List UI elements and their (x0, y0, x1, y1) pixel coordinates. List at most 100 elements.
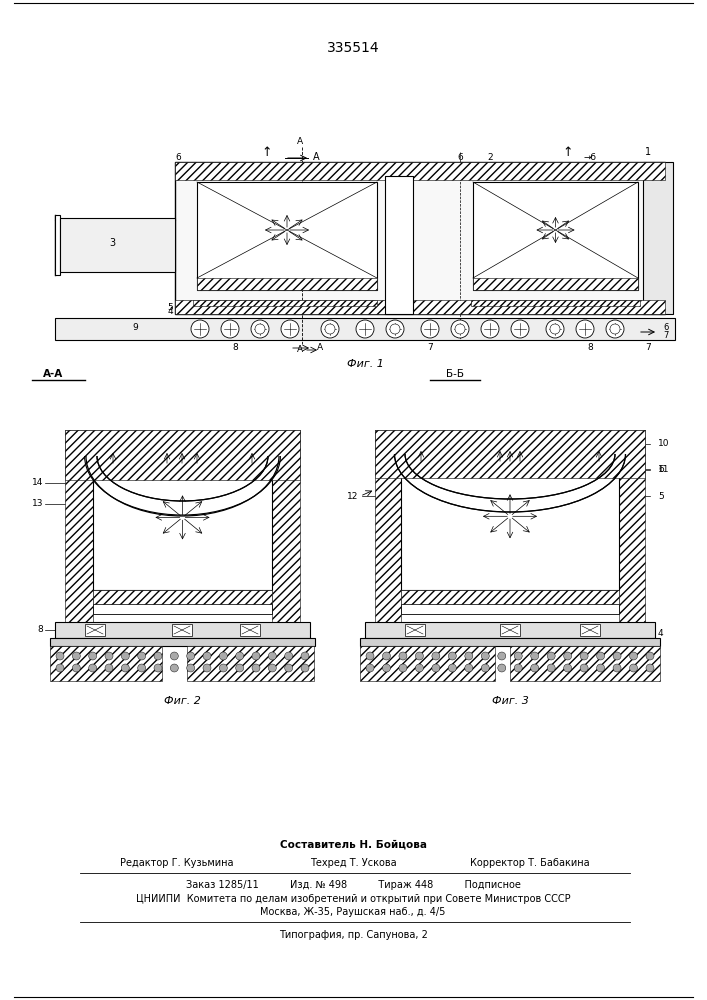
Text: 2: 2 (487, 152, 493, 161)
Bar (172, 624, 192, 636)
Text: 8: 8 (37, 626, 43, 635)
Circle shape (629, 652, 638, 660)
Circle shape (563, 652, 572, 660)
Bar (365, 622, 655, 638)
Bar (60, 218, 175, 272)
Text: ↑: ↑ (262, 145, 272, 158)
Circle shape (72, 664, 81, 672)
Bar (580, 624, 600, 636)
Text: А: А (312, 152, 320, 162)
Circle shape (606, 320, 624, 338)
Text: Фиг. 2: Фиг. 2 (163, 696, 201, 706)
Circle shape (285, 652, 293, 660)
Circle shape (285, 664, 293, 672)
Circle shape (366, 664, 374, 672)
Circle shape (390, 324, 400, 334)
Bar (385, 176, 413, 314)
Circle shape (455, 324, 465, 334)
Circle shape (170, 664, 178, 672)
Circle shape (203, 652, 211, 660)
Text: 5: 5 (167, 304, 173, 312)
Text: Москва, Ж-35, Раушская наб., д. 4/5: Москва, Ж-35, Раушская наб., д. 4/5 (260, 907, 445, 917)
Bar (93, 458, 272, 590)
Circle shape (56, 664, 64, 672)
Circle shape (269, 652, 276, 660)
Bar (197, 278, 377, 290)
Circle shape (252, 664, 260, 672)
Bar (197, 182, 377, 290)
Circle shape (531, 652, 539, 660)
Circle shape (550, 324, 560, 334)
Circle shape (511, 320, 529, 338)
Bar (375, 430, 401, 640)
Circle shape (235, 664, 244, 672)
Bar (405, 624, 425, 636)
Text: 7: 7 (663, 332, 669, 340)
Circle shape (416, 652, 423, 660)
Circle shape (154, 652, 162, 660)
Bar (65, 430, 300, 480)
Bar (510, 646, 660, 681)
Text: 5: 5 (658, 492, 664, 501)
Bar (50, 646, 162, 681)
Bar (65, 430, 93, 640)
Text: 3: 3 (109, 238, 115, 248)
Bar (65, 430, 300, 458)
Bar (643, 162, 673, 314)
Circle shape (88, 652, 97, 660)
Text: 4: 4 (167, 306, 173, 316)
Circle shape (421, 320, 439, 338)
Bar (375, 430, 645, 478)
Circle shape (138, 652, 146, 660)
Text: 335514: 335514 (327, 41, 380, 55)
Circle shape (451, 320, 469, 338)
Text: 8: 8 (232, 344, 238, 353)
Text: 10: 10 (658, 440, 670, 448)
Bar (187, 646, 314, 681)
Circle shape (514, 652, 522, 660)
Circle shape (203, 664, 211, 672)
Circle shape (105, 664, 113, 672)
Circle shape (481, 320, 499, 338)
Circle shape (432, 664, 440, 672)
Circle shape (580, 652, 588, 660)
Circle shape (255, 324, 265, 334)
Text: 7: 7 (645, 344, 651, 353)
Bar (240, 624, 260, 636)
Text: Фиг. 1: Фиг. 1 (346, 359, 383, 369)
Circle shape (321, 320, 339, 338)
Circle shape (382, 664, 390, 672)
Text: 11: 11 (658, 466, 670, 475)
Circle shape (547, 652, 555, 660)
Circle shape (481, 652, 489, 660)
Text: А: А (317, 342, 323, 352)
Bar (175, 162, 665, 180)
Circle shape (56, 652, 64, 660)
Bar (50, 638, 315, 646)
Text: 9: 9 (132, 324, 138, 332)
Circle shape (251, 320, 269, 338)
Circle shape (514, 664, 522, 672)
Circle shape (597, 664, 604, 672)
Bar (401, 590, 619, 604)
Circle shape (580, 664, 588, 672)
Bar (272, 430, 300, 640)
Circle shape (386, 320, 404, 338)
Text: 6: 6 (175, 152, 181, 161)
Bar (55, 318, 675, 340)
Circle shape (646, 652, 654, 660)
Circle shape (629, 664, 638, 672)
Circle shape (646, 664, 654, 672)
Text: Корректор Т. Бабакина: Корректор Т. Бабакина (470, 858, 590, 868)
Circle shape (481, 664, 489, 672)
Circle shape (399, 652, 407, 660)
Circle shape (105, 652, 113, 660)
Circle shape (382, 652, 390, 660)
Circle shape (547, 664, 555, 672)
Bar (385, 176, 413, 314)
Circle shape (122, 664, 129, 672)
Circle shape (235, 652, 244, 660)
Circle shape (498, 652, 506, 660)
Bar (473, 278, 638, 290)
Text: 4: 4 (658, 630, 664, 639)
